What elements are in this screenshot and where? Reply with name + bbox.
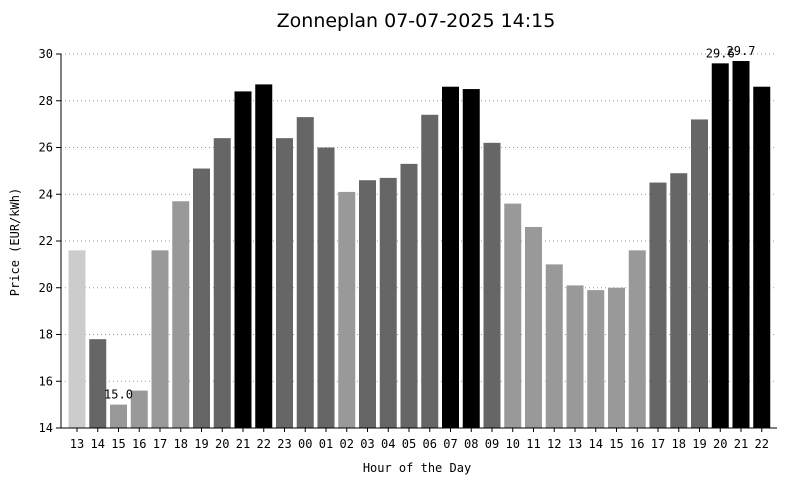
- bar: [608, 287, 625, 428]
- bar: [442, 86, 459, 428]
- y-tick-label: 20: [39, 281, 53, 295]
- x-tick-label: 02: [340, 437, 354, 451]
- x-tick-label: 19: [692, 437, 706, 451]
- bar: [213, 138, 231, 428]
- x-tick-label: 23: [277, 437, 291, 451]
- x-axis-label: Hour of the Day: [363, 461, 471, 475]
- x-tick-label: 00: [298, 437, 312, 451]
- bar: [421, 114, 439, 428]
- bar: [151, 250, 169, 428]
- bar: [276, 138, 293, 428]
- bar: [649, 182, 667, 428]
- x-tick-label: 08: [464, 437, 478, 451]
- x-tick-label: 13: [568, 437, 582, 451]
- value-label: 29.6: [706, 46, 735, 60]
- y-axis-ticks: 14 16 18 20 22 24 26 28 30: [39, 47, 61, 435]
- x-tick-label: 15: [609, 437, 623, 451]
- x-tick-label: 04: [381, 437, 395, 451]
- x-tick-label: 13: [70, 437, 84, 451]
- bar: [172, 201, 190, 428]
- x-tick-label: 22: [755, 437, 769, 451]
- bar: [566, 285, 584, 428]
- bar: [691, 119, 708, 428]
- bar: [89, 339, 107, 428]
- bar: [379, 177, 397, 428]
- bars: [68, 61, 771, 429]
- y-tick-label: 24: [39, 187, 53, 201]
- value-annotations: 15.0 29.629.7: [104, 44, 755, 402]
- x-tick-label: 09: [485, 437, 499, 451]
- x-tick-label: 19: [194, 437, 208, 451]
- value-label: 29.7: [727, 44, 756, 58]
- x-tick-label: 18: [174, 437, 188, 451]
- x-tick-label: 22: [257, 437, 271, 451]
- y-tick-label: 16: [39, 374, 53, 388]
- bar: [110, 404, 127, 429]
- y-tick-label: 22: [39, 234, 53, 248]
- bar: [317, 147, 335, 428]
- x-tick-label: 07: [443, 437, 457, 451]
- x-tick-label: 20: [215, 437, 229, 451]
- x-tick-label: 15: [111, 437, 125, 451]
- bar: [462, 89, 480, 428]
- bar: [525, 226, 542, 428]
- bar: [234, 91, 252, 429]
- x-tick-label: 16: [630, 437, 644, 451]
- bar: [732, 61, 750, 428]
- bar: [587, 290, 605, 428]
- bar: [400, 163, 418, 429]
- bar: [753, 86, 771, 428]
- x-tick-label: 21: [236, 437, 250, 451]
- bar: [193, 168, 210, 429]
- y-tick-label: 14: [39, 421, 53, 435]
- x-axis-ticks: 13 14 15 16 17 18 19 20 21 22 23 00 01 02 03 04 05 06 07 08…: [70, 428, 769, 451]
- y-tick-label: 30: [39, 47, 53, 61]
- bar: [68, 250, 86, 428]
- x-tick-label: 11: [526, 437, 540, 451]
- bar: [359, 180, 376, 428]
- bar: [504, 203, 522, 428]
- x-tick-label: 16: [132, 437, 146, 451]
- bar: [255, 84, 273, 428]
- x-tick-label: 01: [319, 437, 333, 451]
- x-tick-label: 17: [153, 437, 167, 451]
- y-tick-label: 26: [39, 141, 53, 155]
- x-tick-label: 12: [547, 437, 561, 451]
- x-tick-label: 20: [713, 437, 727, 451]
- bar: [483, 142, 501, 428]
- y-axis-label: Price (EUR/kWh): [8, 188, 22, 296]
- value-label: 15.0: [104, 388, 133, 402]
- x-tick-label: 17: [651, 437, 665, 451]
- bar: [628, 250, 646, 428]
- x-tick-label: 14: [91, 437, 105, 451]
- x-tick-label: 10: [506, 437, 520, 451]
- x-tick-label: 06: [423, 437, 437, 451]
- x-tick-label: 18: [672, 437, 686, 451]
- bar: [130, 390, 148, 428]
- bar: [296, 117, 314, 429]
- chart-title: Zonneplan 07-07-2025 14:15: [277, 10, 556, 32]
- x-tick-label: 14: [589, 437, 603, 451]
- y-tick-label: 18: [39, 328, 53, 342]
- x-tick-label: 21: [734, 437, 748, 451]
- bar: [670, 173, 688, 428]
- bar: [338, 191, 356, 428]
- bar: [545, 264, 563, 429]
- x-tick-label: 05: [402, 437, 416, 451]
- x-tick-label: 03: [360, 437, 374, 451]
- y-tick-label: 28: [39, 94, 53, 108]
- bar: [711, 63, 729, 428]
